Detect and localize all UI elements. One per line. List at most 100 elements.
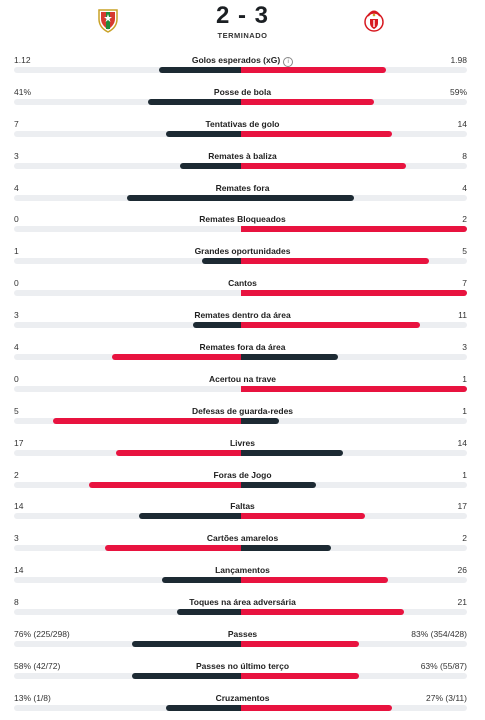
away-bar <box>241 417 279 424</box>
stat-label-text: Golos esperados (xG) <box>191 55 281 65</box>
away-bar <box>241 290 467 297</box>
home-bar-track <box>14 704 241 711</box>
stat-label-text: Acertou na trave <box>208 373 277 384</box>
away-bar <box>241 641 359 648</box>
away-bar-track <box>241 258 467 265</box>
stat-label-text: Livres <box>229 437 256 448</box>
home-bar-track <box>14 513 241 520</box>
stat-label-text: Cantos <box>228 278 257 289</box>
away-stat-value: 1 <box>462 373 467 384</box>
stat-row: 3 Remates à baliza 8 <box>0 142 485 174</box>
home-stat-value: 0 <box>14 373 19 384</box>
stat-row: 13% (1/8) Cruzamentos 27% (3/11) <box>0 684 485 716</box>
stat-label: Remates dentro da área <box>0 310 485 320</box>
away-bar <box>241 162 406 169</box>
home-stat-value: 7 <box>14 118 19 129</box>
home-stat-value: 14 <box>14 501 24 512</box>
away-bar-track <box>241 194 467 201</box>
away-stat-value: 83% (354/428) <box>411 629 467 640</box>
stat-label: Acertou na trave <box>0 374 485 384</box>
away-bar <box>241 258 429 265</box>
home-stat-value: 1.12 <box>14 55 31 65</box>
stat-row: 41% Posse de bola 59% <box>0 78 485 110</box>
away-bar <box>241 67 386 73</box>
away-stat-value: 11 <box>458 310 467 321</box>
home-bar-track <box>14 258 241 265</box>
stat-label-text: Grandes oportunidades <box>194 246 291 257</box>
home-bar-track <box>14 449 241 456</box>
away-bar-track <box>241 98 467 105</box>
away-bar <box>241 481 316 488</box>
away-bar-track <box>241 130 467 137</box>
home-stat-value: 17 <box>14 437 24 448</box>
away-stat-value: 2 <box>462 533 467 544</box>
stat-label: Livres <box>0 438 485 448</box>
home-stat-value: 3 <box>14 310 19 321</box>
stat-label-text: Faltas <box>230 501 255 512</box>
statistics-list: 1.12 Golos esperados (xG) i 1.98 41% Posse de… <box>0 46 485 716</box>
stat-row: 0 Acertou na trave 1 <box>0 365 485 397</box>
home-bar-track <box>14 354 241 361</box>
home-bar <box>180 162 241 169</box>
home-bar-track <box>14 162 241 169</box>
stat-label: Golos esperados (xG) i <box>0 55 485 67</box>
home-bar-track <box>14 67 241 73</box>
match-header: 2 - 3 TERMINADO <box>0 0 485 46</box>
away-stat-value: 14 <box>457 437 467 448</box>
stat-row: 4 Remates fora 4 <box>0 174 485 206</box>
home-bar <box>132 672 241 679</box>
home-bar-track <box>14 641 241 648</box>
home-bar <box>127 194 241 201</box>
stat-label: Remates fora <box>0 183 485 193</box>
stat-row: 58% (42/72) Passes no último terço 63% (55… <box>0 652 485 684</box>
away-stat-value: 26 <box>457 565 467 576</box>
home-stat-value: 13% (1/8) <box>14 692 51 703</box>
stat-label-text: Passes no último terço <box>195 660 290 671</box>
away-bar <box>241 130 392 137</box>
away-bar-track <box>241 577 467 584</box>
stat-label-text: Defesas de guarda-redes <box>191 405 294 416</box>
info-icon[interactable]: i <box>283 57 294 67</box>
away-stat-value: 8 <box>462 150 467 161</box>
match-status: TERMINADO <box>217 31 268 40</box>
stat-label-text: Tentativas de golo <box>205 118 280 129</box>
stat-row: 1.12 Golos esperados (xG) i 1.98 <box>0 46 485 78</box>
home-bar <box>148 98 241 105</box>
home-bar-track <box>14 226 241 233</box>
stat-label-text: Remates à baliza <box>208 150 277 161</box>
stat-label: Tentativas de golo <box>0 119 485 129</box>
stat-label-text: Remates fora <box>215 182 270 193</box>
home-bar <box>105 545 241 552</box>
away-stat-value: 21 <box>457 597 467 608</box>
match-score: 2 - 3 <box>215 2 270 29</box>
stat-label: Passes no último terço <box>0 661 485 671</box>
away-bar-track <box>241 162 467 169</box>
home-bar <box>132 641 241 648</box>
stat-row: 76% (225/298) Passes 83% (354/428) <box>0 620 485 652</box>
home-stat-value: 1 <box>14 246 19 257</box>
home-bar-track <box>14 385 241 392</box>
away-bar <box>241 449 343 456</box>
stat-label: Lançamentos <box>0 565 485 575</box>
stat-label: Cantos <box>0 278 485 288</box>
home-stat-value: 14 <box>14 565 24 576</box>
away-bar-track <box>241 672 467 679</box>
away-bar-track <box>241 67 467 73</box>
home-stat-value: 4 <box>14 182 19 193</box>
away-stat-value: 7 <box>462 278 467 289</box>
home-bar-track <box>14 609 241 616</box>
home-bar <box>162 577 241 584</box>
stat-label-text: Remates fora da área <box>199 342 286 353</box>
home-bar-track <box>14 194 241 201</box>
stat-label: Remates Bloqueados <box>0 214 485 224</box>
away-stat-value: 4 <box>462 182 467 193</box>
away-bar-track <box>241 354 467 361</box>
home-stat-value: 76% (225/298) <box>14 629 70 640</box>
away-bar <box>241 385 467 392</box>
away-stat-value: 27% (3/11) <box>426 692 467 703</box>
stat-row: 1 Grandes oportunidades 5 <box>0 237 485 269</box>
stat-label: Foras de Jogo <box>0 470 485 480</box>
home-bar-track <box>14 98 241 105</box>
stat-row: 4 Remates fora da área 3 <box>0 333 485 365</box>
stat-label: Cartões amarelos <box>0 533 485 543</box>
